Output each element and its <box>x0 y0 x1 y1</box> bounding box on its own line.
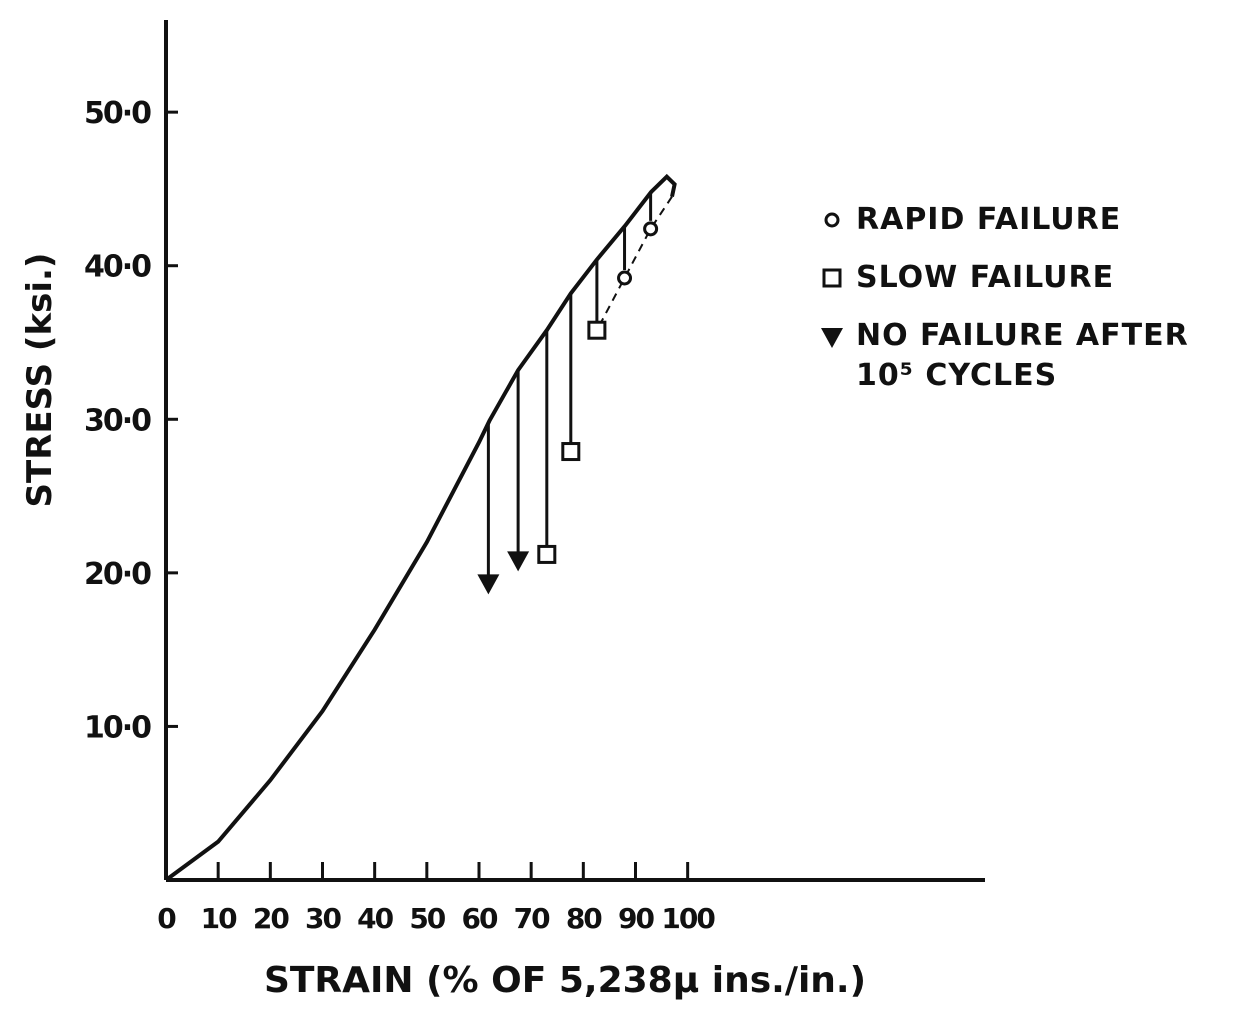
legend-entry: RAPID FAILURE <box>818 200 1238 240</box>
legend-marker <box>824 212 840 228</box>
x-tick-label: 0 <box>157 902 176 935</box>
legend-label: NO FAILURE AFTER 10⁵ CYCLES <box>856 318 1189 393</box>
x-axis-label: STRAIN (% OF 5,238μ ins./in.) <box>263 960 867 1001</box>
x-tick-label: 10 <box>201 902 237 935</box>
legend: RAPID FAILURE SLOW FAILURE NO FAILURE AFTE… <box>818 200 1238 414</box>
x-tick-label: 20 <box>253 902 289 935</box>
legend-label: SLOW FAILURE <box>856 260 1115 295</box>
rapid-failure-point <box>643 221 659 237</box>
legend-entry: SLOW FAILURE <box>818 258 1238 298</box>
slow-failure-point <box>537 544 557 564</box>
x-tick-label: 50 <box>409 902 445 935</box>
failure-trend <box>596 196 673 331</box>
y-tick-label: 30·0 <box>84 403 151 438</box>
slow-failure-point <box>587 320 607 340</box>
no-failure-arrow <box>477 574 500 595</box>
y-tick-label: 40·0 <box>84 250 151 285</box>
legend-label: RAPID FAILURE <box>856 202 1122 237</box>
x-tick-label: 100 <box>661 902 715 935</box>
no-failure-arrow <box>821 328 843 348</box>
rapid-failure-point <box>824 212 840 228</box>
y-tick-label: 20·0 <box>84 557 151 592</box>
x-tick-label: 40 <box>357 902 393 935</box>
y-tick-label: 10·0 <box>84 710 151 745</box>
x-tick-label: 60 <box>462 902 498 935</box>
rapid-failure-point <box>617 270 633 286</box>
slow-failure-point <box>561 442 581 462</box>
y-axis-label: STRESS (ksi.) <box>20 252 60 508</box>
slow-failure-point <box>822 268 842 288</box>
no-failure-arrow <box>507 551 530 572</box>
y-tick-label: 50·0 <box>84 96 151 131</box>
x-tick-label: 70 <box>514 902 550 935</box>
x-tick-label: 30 <box>305 902 341 935</box>
x-tick-label: 80 <box>566 902 602 935</box>
legend-marker <box>821 328 843 348</box>
x-tick-label: 90 <box>618 902 654 935</box>
legend-entry: NO FAILURE AFTER 10⁵ CYCLES <box>818 316 1238 396</box>
legend-marker <box>822 268 842 288</box>
